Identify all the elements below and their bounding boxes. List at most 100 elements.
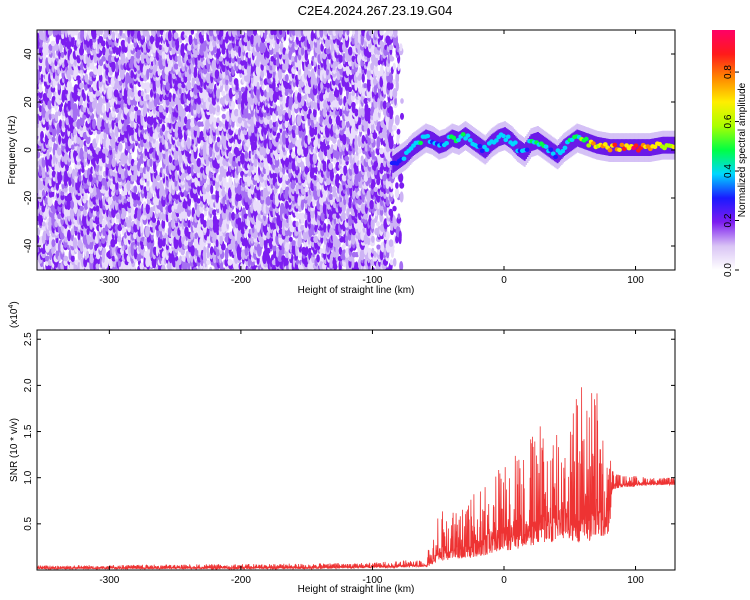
noise-blob — [221, 113, 226, 119]
noise-blob — [323, 94, 326, 101]
noise-blob — [250, 34, 255, 45]
noise-blob — [218, 56, 224, 62]
noise-blob — [218, 120, 223, 128]
noise-blob — [286, 30, 290, 35]
noise-blob — [256, 198, 260, 211]
noise-blob — [73, 30, 79, 36]
noise-blob — [300, 212, 306, 220]
noise-blob — [54, 30, 59, 36]
noise-blob — [61, 119, 66, 129]
noise-blob — [127, 41, 131, 54]
noise-blob — [37, 101, 40, 108]
noise-blob — [284, 157, 290, 168]
noise-blob — [319, 196, 324, 206]
noise-blob — [95, 194, 99, 200]
noise-blob — [133, 185, 138, 194]
noise-blob — [127, 35, 131, 44]
noise-blob — [181, 138, 185, 148]
noise-blob — [50, 205, 55, 213]
noise-blob — [196, 158, 202, 167]
noise-blob — [237, 217, 242, 223]
noise-blob — [181, 255, 187, 262]
noise-blob — [149, 157, 153, 168]
noise-blob — [272, 30, 278, 36]
noise-blob — [338, 30, 343, 38]
noise-blob — [117, 59, 122, 66]
noise-blob — [94, 215, 100, 225]
noise-blob — [162, 30, 166, 41]
noise-blob — [225, 78, 229, 86]
noise-blob — [143, 201, 147, 209]
noise-blob — [216, 117, 220, 124]
noise-blob — [38, 30, 44, 37]
noise-blob — [319, 248, 324, 254]
noise-blob — [54, 43, 59, 52]
noise-blob — [40, 73, 44, 83]
noise-blob — [95, 90, 100, 97]
noise-blob — [72, 237, 78, 250]
noise-blob — [247, 51, 252, 59]
noise-blob — [168, 210, 172, 223]
noise-blob — [174, 55, 178, 63]
noise-blob — [345, 120, 350, 128]
noise-blob — [221, 189, 226, 197]
noise-blob — [292, 220, 297, 228]
noise-blob — [174, 170, 178, 178]
noise-blob — [156, 30, 161, 38]
noise-blob — [171, 205, 175, 212]
noise-blob — [231, 211, 236, 221]
noise-blob — [200, 201, 204, 208]
noise-blob — [222, 175, 227, 188]
noise-blob — [111, 60, 116, 73]
noise-blob — [92, 65, 98, 76]
noise-blob — [42, 230, 47, 241]
noise-blob — [105, 137, 110, 150]
chart-title: C2E4.2024.267.23.19.G04 — [298, 3, 453, 18]
noise-blob — [82, 208, 87, 217]
noise-blob — [185, 175, 192, 181]
noise-blob — [120, 168, 126, 180]
noise-blob — [123, 198, 128, 204]
noise-blob — [241, 30, 245, 36]
noise-blob — [76, 75, 81, 81]
noise-blob — [66, 80, 72, 91]
noise-blob — [110, 238, 116, 248]
noise-blob — [70, 144, 75, 150]
noise-blob — [77, 230, 81, 241]
noise-blob — [89, 217, 94, 230]
noise-blob — [215, 219, 220, 229]
noise-blob — [149, 35, 155, 45]
noise-blob — [269, 119, 273, 129]
noise-blob — [196, 198, 201, 204]
noise-blob — [313, 139, 318, 148]
noise-blob — [133, 85, 137, 94]
noise-blob — [333, 143, 338, 151]
noise-blob — [107, 196, 113, 206]
noise-blob — [164, 65, 169, 75]
noise-blob — [209, 266, 213, 270]
noise-blob — [196, 125, 200, 138]
noise-blob — [173, 32, 179, 40]
noise-blob — [133, 231, 137, 240]
noise-blob — [323, 223, 327, 233]
noise-blob — [82, 93, 86, 102]
noise-blob — [285, 200, 289, 209]
noise-blob — [313, 175, 317, 181]
noise-blob — [307, 247, 312, 254]
noise-blob — [294, 74, 299, 82]
noise-blob — [253, 30, 257, 36]
noise-blob — [319, 98, 323, 111]
noise-blob — [186, 81, 192, 91]
noise-blob — [205, 118, 211, 130]
noise-blob — [285, 74, 289, 82]
noise-blob — [263, 175, 267, 181]
noise-blob — [44, 255, 50, 262]
noise-blob — [343, 164, 348, 176]
noise-blob — [256, 81, 260, 90]
noise-blob — [139, 167, 144, 174]
noise-blob — [212, 117, 217, 124]
noise-blob — [215, 88, 221, 99]
noise-blob — [57, 213, 62, 220]
noise-blob — [161, 123, 166, 132]
